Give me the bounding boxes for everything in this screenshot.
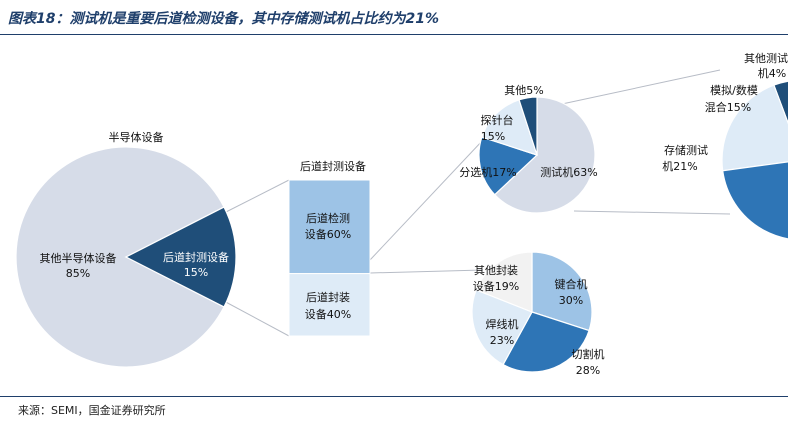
connector-line-1	[221, 299, 290, 337]
tester-label-other-2: 机4%	[758, 66, 786, 80]
main-value-other: 85%	[66, 267, 90, 280]
test-label-prober-2: 15%	[481, 130, 505, 143]
test-label-handler: 分选机17%	[459, 165, 516, 179]
pack-label-other-1: 其他封装	[474, 263, 518, 277]
test-label-prober-1: 探针台	[481, 113, 514, 127]
main-value-backend: 15%	[184, 266, 208, 279]
main-label-other: 其他半导体设备	[40, 251, 117, 265]
bar-title: 后道封测设备	[300, 159, 366, 173]
tester-slice-2	[722, 161, 788, 240]
pack-label-wire-2: 23%	[490, 334, 514, 347]
connector-line-2	[369, 139, 484, 261]
pack-label-bonder: 键合机	[555, 277, 588, 291]
pie-tester-breakdown	[721, 80, 788, 240]
pack-slice-2	[471, 289, 533, 366]
connector-line-5	[561, 69, 721, 105]
tester-label-memory-1: 存储测试	[664, 143, 708, 157]
tester-slice-1	[721, 84, 788, 172]
tester-label-analog-2: 混合15%	[705, 100, 751, 114]
test-label-tester: 测试机63%	[540, 165, 597, 179]
title-rule	[0, 34, 788, 35]
test-label-other: 其他5%	[504, 84, 543, 97]
main-slice-backend	[124, 206, 237, 308]
tester-label-memory-2: 机21%	[662, 159, 697, 173]
bar-label-pack-1: 后道封装	[306, 290, 350, 304]
pack-label-other-2: 设备19%	[473, 279, 519, 293]
bar-label-pack-2: 设备40%	[305, 307, 351, 321]
bar-segment-1	[288, 273, 371, 337]
source-note: 来源：SEMI，国金证券研究所	[18, 404, 166, 417]
pack-value-bonder: 30%	[559, 294, 583, 307]
pack-value-dicer: 28%	[576, 364, 600, 377]
pack-slice-3	[475, 251, 533, 313]
connector-line-3	[369, 269, 484, 274]
connector-line-0	[221, 179, 290, 215]
figure-title: 图表18：测试机是重要后道检测设备，其中存储测试机占比约为21%	[8, 11, 439, 27]
bar-label-test-1: 后道检测	[306, 211, 350, 225]
pie-packaging-equipment	[471, 251, 593, 373]
tester-label-analog-1: 模拟/数模	[710, 83, 758, 97]
pack-slice-1	[502, 311, 590, 373]
test-slice-1	[478, 136, 539, 196]
tester-label-other-1: 其他测试	[744, 52, 788, 65]
footer-rule	[0, 396, 788, 397]
bar-label-test-2: 设备60%	[305, 227, 351, 241]
connector-line-4	[573, 210, 731, 215]
test-slice-3	[518, 96, 538, 156]
main-pie-title: 半导体设备	[109, 130, 164, 144]
test-slice-0	[493, 96, 596, 214]
main-label-backend: 后道封测设备	[163, 250, 229, 264]
connector-lines	[221, 69, 731, 337]
stacked-bar-backend	[288, 179, 371, 337]
pie-test-equipment	[478, 96, 596, 214]
pack-slice-0	[531, 251, 593, 332]
main-slice-other	[15, 146, 225, 368]
pack-label-dicer: 切割机	[572, 347, 605, 361]
bar-segment-0	[288, 179, 371, 275]
pack-label-wire-1: 焊线机	[486, 317, 519, 331]
pie-semiconductor-equipment	[15, 146, 237, 368]
